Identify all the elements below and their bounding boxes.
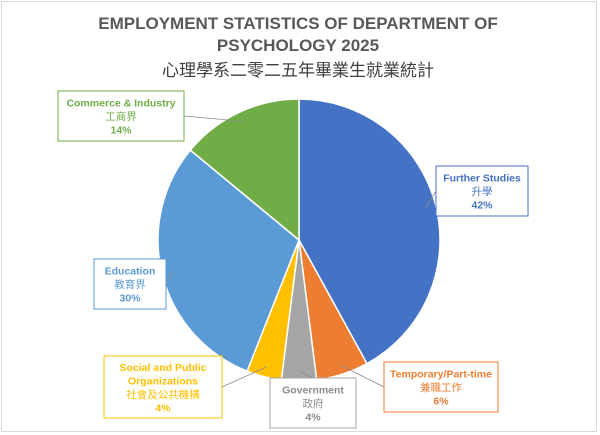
callout-label-social-and-public-organizations-line-1: Social and Public <box>120 362 207 374</box>
chart-subtitle: 心理學系二零二五年畢業生就業統計 <box>162 61 434 81</box>
callout-value-social-and-public-organizations: 4% <box>155 402 171 414</box>
callout-box-education <box>93 258 167 310</box>
callout-value-further-studies: 42% <box>471 200 493 212</box>
callout-label-commerce-industry: Commerce & Industry <box>66 98 175 110</box>
pie-slices <box>157 98 441 382</box>
leader-line-temporary-part-time <box>339 364 385 388</box>
callout-box-government <box>269 377 357 429</box>
callout-value-government: 4% <box>305 412 321 424</box>
callout-label-education: Education <box>105 266 156 278</box>
callout-label-further-studies: Further Studies <box>443 173 521 185</box>
callout-box-further-studies <box>435 165 529 217</box>
callout-label-zh-commerce-industry: 工商界 <box>105 110 137 123</box>
leader-line-further-studies <box>425 190 437 208</box>
leader-line-education <box>165 272 173 285</box>
callout-box-social-and-public-organizations <box>103 355 223 419</box>
callout-value-education: 30% <box>119 293 141 305</box>
callout-value-commerce-industry: 14% <box>110 125 132 137</box>
callout-label-zh-temporary-part-time: 兼職工作 <box>420 381 462 394</box>
callout-label-social-and-public-organizations-line-2: Organizations <box>128 375 198 387</box>
callout-label-government: Government <box>282 385 344 397</box>
leader-line-social-and-public-organizations <box>221 366 267 388</box>
callout-label-temporary-part-time: Temporary/Part-time <box>390 369 492 381</box>
callout-label-zh-social-and-public-organizations: 社會及公共機構 <box>126 388 200 401</box>
callout-label-zh-education: 教育界 <box>114 278 146 291</box>
callout-box-commerce-industry <box>57 90 185 142</box>
callout-label-zh-further-studies: 升學 <box>472 185 493 198</box>
chart-title-line-1: EMPLOYMENT STATISTICS OF DEPARTMENT OF <box>98 14 498 33</box>
callout-label-zh-government: 政府 <box>303 397 324 410</box>
callout-box-temporary-part-time <box>383 361 499 413</box>
chart-title-line-2: PSYCHOLOGY 2025 <box>217 36 379 55</box>
leader-line-government <box>298 370 314 379</box>
leader-line-commerce-industry <box>183 115 244 122</box>
pie-slice-commerce-industry <box>189 98 300 242</box>
callout-value-temporary-part-time: 6% <box>433 396 449 408</box>
